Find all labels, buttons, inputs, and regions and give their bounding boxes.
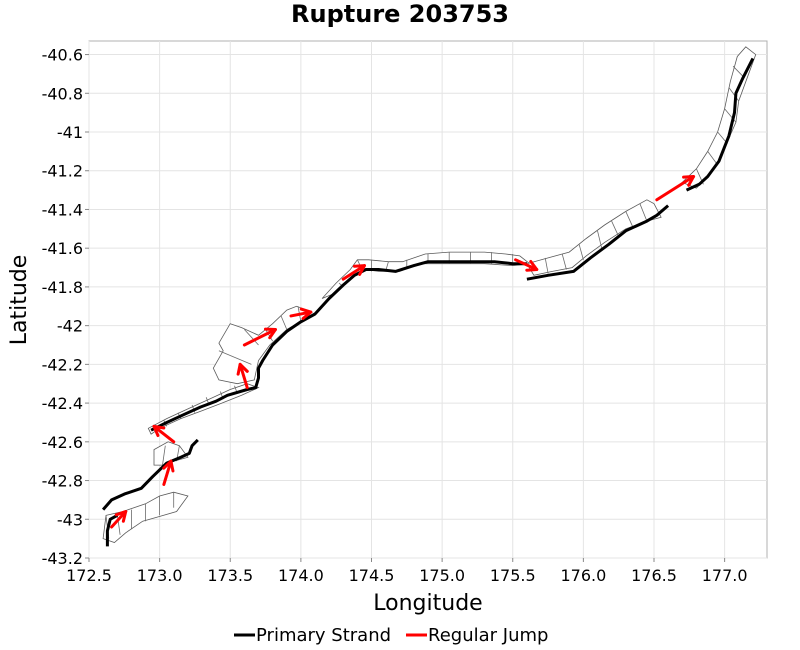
x-tick-label: 174.0 bbox=[278, 566, 324, 585]
regular-jump-shaft bbox=[341, 264, 366, 281]
regular-jump-arrowhead bbox=[263, 327, 277, 340]
regular-jump-arrowhead bbox=[162, 459, 175, 473]
primary-strand-segment bbox=[526, 204, 670, 281]
x-tick-label: 174.5 bbox=[349, 566, 395, 585]
regular-jump-shaft bbox=[289, 310, 313, 318]
y-tick-label: -42 bbox=[57, 317, 83, 336]
primary-strand-segment bbox=[101, 438, 199, 511]
fault-patch-divider bbox=[707, 151, 718, 166]
legend-label-regular-jump: Regular Jump bbox=[428, 625, 548, 646]
fault-patch-divider bbox=[597, 230, 603, 249]
y-tick-label: -41.8 bbox=[42, 278, 83, 297]
chart-title: Rupture 203753 bbox=[291, 0, 509, 28]
regular-jump-arrowhead bbox=[236, 362, 249, 376]
fault-patch-divider bbox=[265, 329, 273, 342]
x-axis-label: Longitude bbox=[373, 591, 482, 616]
fault-patch-divider bbox=[280, 315, 288, 330]
legend-label-primary-strand: Primary Strand bbox=[256, 625, 391, 646]
regular-jump-shaft bbox=[152, 424, 176, 444]
y-tick-label: -41.6 bbox=[42, 239, 83, 258]
fault-patch-divider bbox=[578, 244, 584, 260]
x-tick-label: 176.0 bbox=[560, 566, 606, 585]
fault-patch-divider bbox=[611, 220, 620, 237]
regular-jump-shaft bbox=[242, 328, 277, 347]
primary-strand-series bbox=[101, 57, 755, 547]
regular-jump-shaft bbox=[655, 175, 696, 202]
regular-jump-arrowhead bbox=[352, 264, 366, 276]
regular-jump-shaft bbox=[514, 258, 539, 271]
y-tick-label: -42.4 bbox=[42, 394, 83, 413]
primary-strand-segment bbox=[150, 260, 527, 432]
regular-jump-arrow bbox=[236, 362, 249, 390]
regular-jump-arrowhead bbox=[299, 307, 313, 320]
y-tick-labels: -40.6 -40.8 -41 -41.2 -41.4 -41.6 -41.8 -42 -42.… bbox=[42, 46, 89, 568]
y-gridlines bbox=[89, 54, 767, 559]
x-tick-label: 176.5 bbox=[631, 566, 677, 585]
x-tick-label: 173.5 bbox=[207, 566, 253, 585]
regular-jump-arrow bbox=[152, 424, 176, 444]
y-tick-label: -41 bbox=[57, 123, 83, 142]
regular-jump-arrowhead bbox=[525, 259, 539, 272]
x-tick-label: 175.0 bbox=[419, 566, 465, 585]
regular-jump-arrow bbox=[289, 307, 313, 320]
fault-patch-divider bbox=[116, 513, 121, 535]
y-tick-label: -42.8 bbox=[42, 472, 83, 491]
regular-jump-arrowhead bbox=[682, 175, 696, 187]
fault-patches bbox=[102, 46, 757, 543]
fault-patch-divider bbox=[639, 203, 648, 222]
y-axis-label: Latitude bbox=[7, 255, 32, 346]
regular-jump-arrow bbox=[514, 258, 539, 272]
fault-patch-divider bbox=[218, 350, 252, 365]
y-tick-label: -42.6 bbox=[42, 433, 83, 452]
regular-jump-shaft bbox=[238, 362, 249, 390]
fault-patch-divider bbox=[162, 445, 166, 466]
y-tick-label: -40.8 bbox=[42, 84, 83, 103]
primary-strand-segment bbox=[105, 514, 118, 547]
y-tick-label: -43.2 bbox=[42, 549, 83, 568]
regular-jump-arrow bbox=[110, 510, 128, 529]
fault-patch-divider bbox=[728, 87, 740, 102]
regular-jump-series bbox=[110, 175, 696, 529]
regular-jump-arrowhead bbox=[114, 510, 128, 523]
regular-jump-arrow bbox=[162, 459, 175, 486]
x-tick-label: 177.0 bbox=[702, 566, 748, 585]
x-tick-label: 172.5 bbox=[66, 566, 112, 585]
x-tick-labels: 172.5 173.0 173.5 174.0 174.5 175.0 175.5 176.0… bbox=[66, 558, 748, 585]
regular-jump-arrow bbox=[341, 264, 366, 281]
regular-jump-shaft bbox=[110, 510, 128, 529]
regular-jump-shaft bbox=[162, 459, 173, 486]
fault-patch-divider bbox=[544, 257, 549, 274]
y-tick-label: -40.6 bbox=[42, 46, 83, 65]
legend: Primary Strand Regular Jump bbox=[234, 625, 548, 646]
fault-patch-divider bbox=[625, 211, 634, 228]
fault-patch bbox=[526, 199, 662, 276]
y-tick-label: -41.2 bbox=[42, 162, 83, 181]
fault-patch-divider bbox=[561, 253, 567, 270]
y-tick-label: -41.4 bbox=[42, 200, 83, 219]
regular-jump-arrowhead bbox=[152, 424, 166, 438]
fault-patch-divider bbox=[244, 329, 259, 346]
y-tick-label: -43 bbox=[57, 510, 83, 529]
x-tick-label: 175.5 bbox=[490, 566, 536, 585]
regular-jump-arrow bbox=[655, 175, 696, 202]
regular-jump-arrow bbox=[242, 327, 277, 347]
primary-strand-segment bbox=[685, 57, 755, 192]
x-tick-label: 173.0 bbox=[137, 566, 183, 585]
y-tick-label: -42.2 bbox=[42, 355, 83, 374]
